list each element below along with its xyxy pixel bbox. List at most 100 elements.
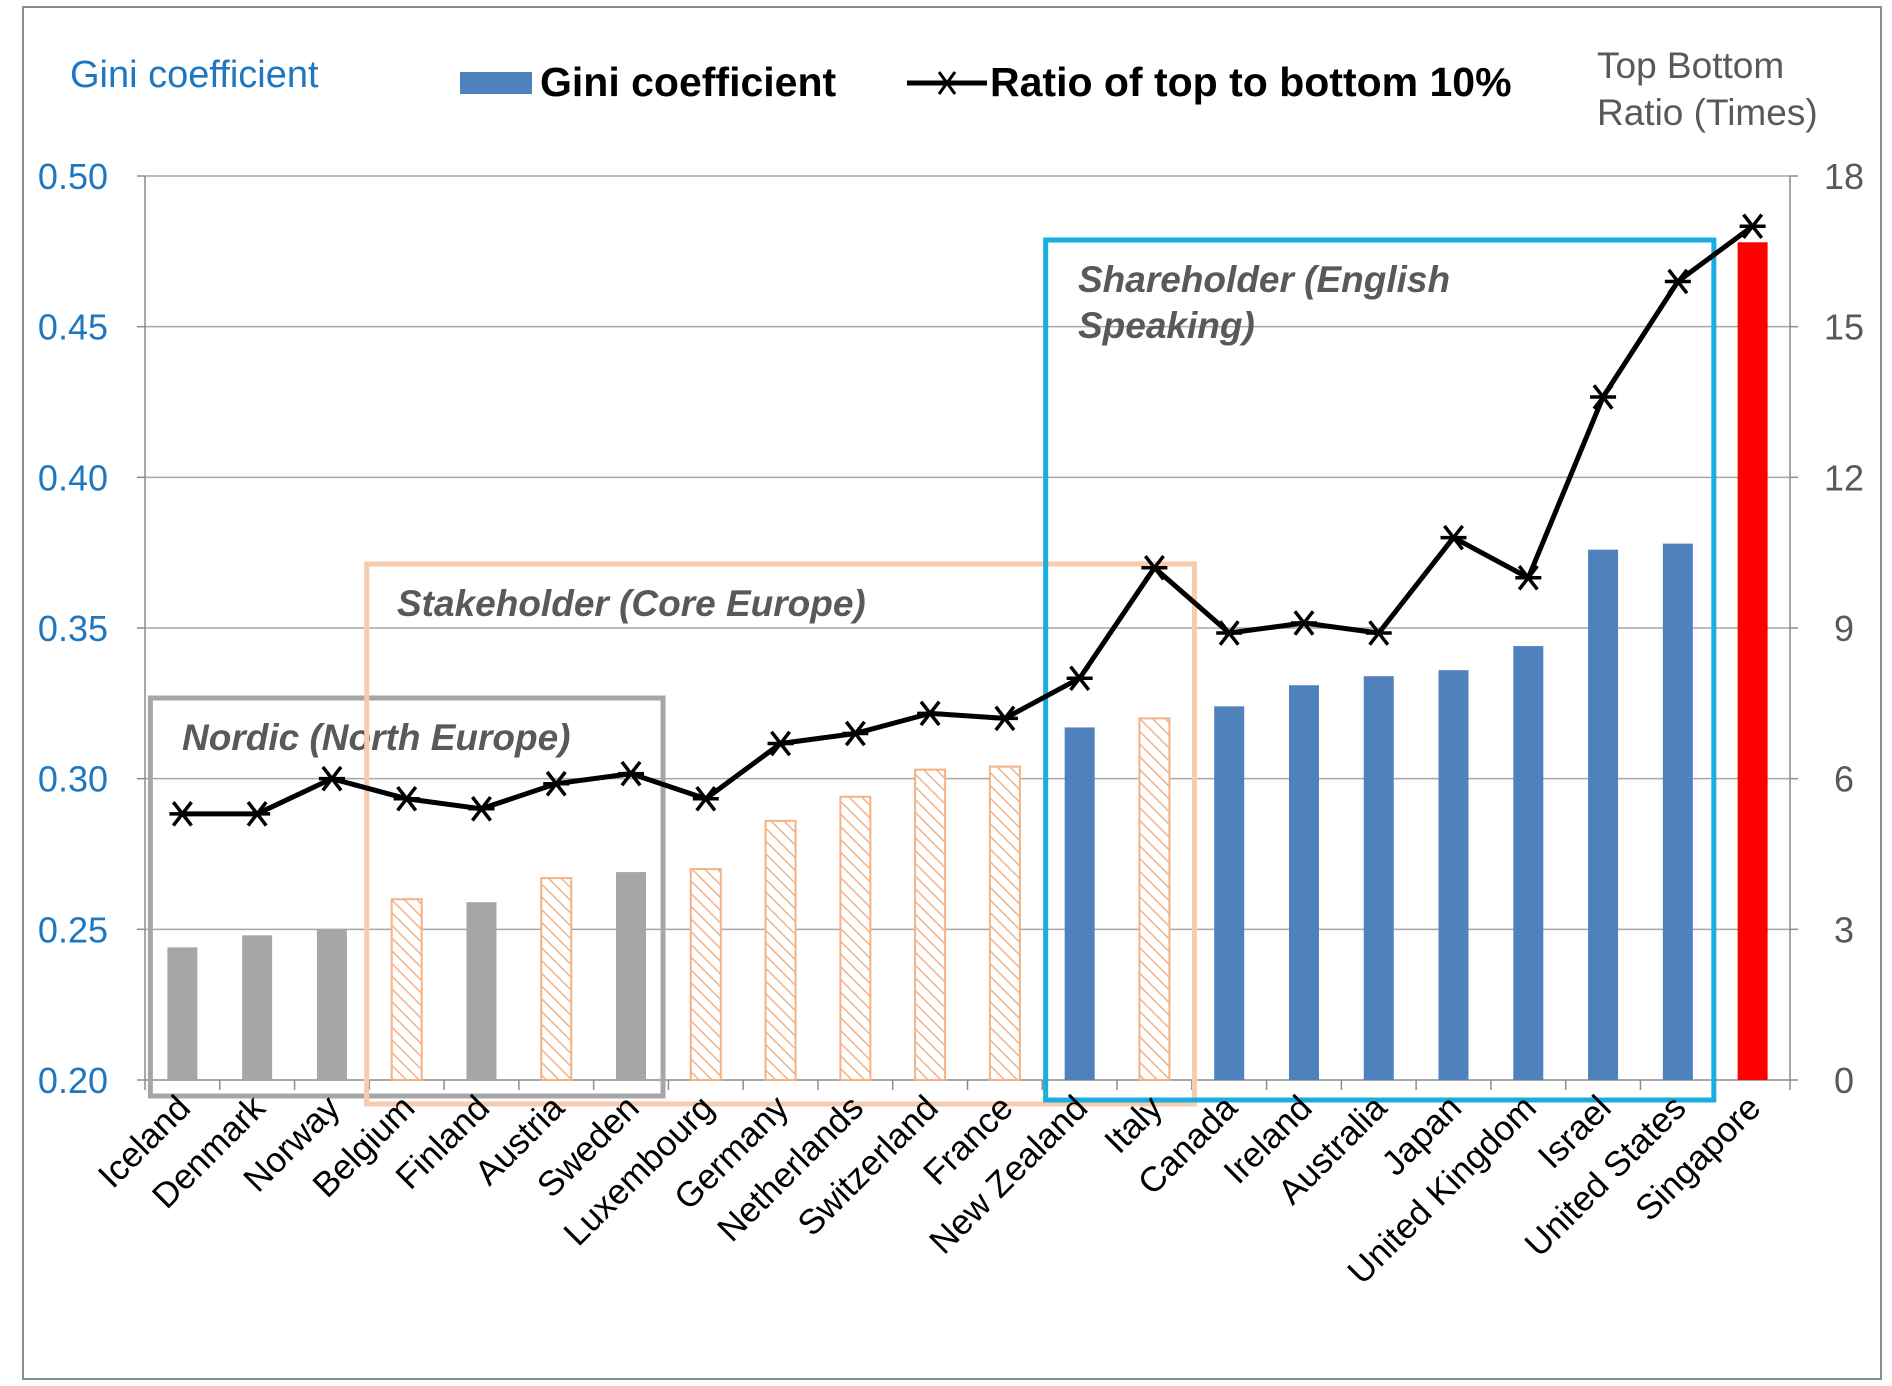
legend-label-gini: Gini coefficient bbox=[540, 59, 836, 105]
right-tick-label: 18 bbox=[1824, 156, 1864, 197]
marker-stroke bbox=[1293, 610, 1315, 636]
marker-stroke bbox=[844, 720, 866, 747]
bar-iceland bbox=[167, 947, 198, 1080]
ratio-line bbox=[169, 213, 1766, 827]
ratio-point-new-zealand bbox=[1066, 665, 1093, 691]
marker-stroke bbox=[1218, 620, 1240, 646]
left-tick-label: 0.35 bbox=[38, 608, 108, 649]
ratio-point-united-kingdom bbox=[1515, 565, 1542, 591]
ratio-line-path bbox=[182, 224, 1755, 817]
right-tick-label: 15 bbox=[1824, 307, 1864, 348]
ratio-point-italy bbox=[1141, 554, 1168, 581]
bar-netherlands bbox=[839, 795, 872, 1081]
bar-australia bbox=[1363, 676, 1394, 1080]
nordic-group-box bbox=[147, 695, 666, 1099]
marker-stroke bbox=[1517, 565, 1539, 591]
marker-stroke bbox=[770, 730, 792, 757]
left-tick-label: 0.50 bbox=[38, 156, 108, 197]
chart-frame bbox=[22, 6, 1882, 1380]
ratio-point-united-states bbox=[1664, 268, 1691, 295]
gini-bars bbox=[167, 242, 1768, 1082]
ratio-point-canada bbox=[1216, 620, 1243, 646]
marker-stroke bbox=[919, 700, 941, 727]
right-tick-label: 3 bbox=[1834, 909, 1854, 950]
ratio-point-belgium bbox=[393, 785, 420, 812]
ratio-point-japan bbox=[1440, 524, 1467, 551]
marker-stroke bbox=[937, 71, 957, 95]
left-tick-label: 0.45 bbox=[38, 307, 108, 348]
stakeholder-group-label: Stakeholder (Core Europe) bbox=[397, 583, 866, 624]
bar-finland bbox=[466, 902, 497, 1080]
right-tick-label: 0 bbox=[1834, 1060, 1854, 1101]
bar-ireland bbox=[1288, 685, 1319, 1080]
marker-stroke bbox=[321, 765, 343, 792]
shareholder-group-box bbox=[1043, 237, 1717, 1103]
axes bbox=[137, 175, 1798, 1090]
bar-luxembourg bbox=[689, 868, 722, 1081]
ratio-point-germany bbox=[767, 730, 794, 757]
bar-germany bbox=[764, 819, 797, 1081]
marker-stroke bbox=[1368, 620, 1390, 646]
bar-switzerland bbox=[914, 768, 947, 1081]
marker-stroke bbox=[1069, 665, 1091, 691]
stakeholder-group-box bbox=[364, 561, 1197, 1107]
bar-canada bbox=[1214, 706, 1245, 1080]
axis-titles: Gini coefficient Top Bottom Ratio (Times) bbox=[70, 45, 1818, 133]
bar-norway bbox=[316, 929, 347, 1080]
ratio-point-denmark bbox=[244, 801, 271, 827]
bar-austria bbox=[540, 877, 573, 1082]
legend-label-ratio: Ratio of top to bottom 10% bbox=[990, 59, 1512, 105]
legend-swatch-ratio bbox=[907, 71, 987, 95]
left-axis-title: Gini coefficient bbox=[70, 54, 319, 96]
ratio-point-austria bbox=[543, 770, 570, 797]
left-tick-label: 0.40 bbox=[38, 457, 108, 498]
bar-united-kingdom bbox=[1513, 646, 1544, 1080]
bar-italy bbox=[1138, 717, 1171, 1082]
ratio-point-switzerland bbox=[917, 700, 944, 727]
marker-stroke bbox=[396, 785, 418, 812]
ratio-point-sweden bbox=[618, 760, 645, 787]
ratio-point-australia bbox=[1365, 620, 1392, 646]
ratio-point-israel bbox=[1590, 384, 1617, 410]
marker-stroke bbox=[1742, 213, 1764, 239]
ratio-point-netherlands bbox=[842, 720, 869, 747]
shareholder-group-label: Shareholder (English bbox=[1078, 259, 1450, 300]
ratio-point-ireland bbox=[1290, 610, 1317, 636]
legend-swatch-gini bbox=[460, 72, 532, 94]
right-axis-title: Ratio (Times) bbox=[1597, 92, 1818, 133]
marker-stroke bbox=[246, 801, 268, 827]
shareholder-group-label: Speaking) bbox=[1078, 305, 1255, 346]
marker-stroke bbox=[695, 785, 717, 812]
nordic-group-label: Nordic (North Europe) bbox=[182, 717, 570, 758]
right-tick-label: 6 bbox=[1834, 759, 1854, 800]
group-boxes: Nordic (North Europe) Stakeholder (Core E… bbox=[147, 237, 1717, 1107]
ratio-point-finland bbox=[468, 796, 495, 822]
marker-stroke bbox=[1667, 268, 1689, 295]
ratio-point-luxembourg bbox=[692, 785, 719, 812]
bar-new-zealand bbox=[1064, 727, 1095, 1080]
marker-stroke bbox=[545, 770, 567, 797]
bar-japan bbox=[1438, 670, 1469, 1080]
bar-denmark bbox=[242, 935, 273, 1080]
left-tick-label: 0.30 bbox=[38, 759, 108, 800]
bar-united-states bbox=[1662, 543, 1693, 1080]
bar-france bbox=[988, 765, 1021, 1081]
bar-singapore bbox=[1737, 242, 1768, 1080]
right-tick-label: 12 bbox=[1824, 457, 1864, 498]
right-axis-title: Top Bottom bbox=[1597, 45, 1784, 86]
bar-israel bbox=[1588, 549, 1619, 1080]
bar-sweden bbox=[616, 872, 647, 1080]
ratio-point-norway bbox=[318, 765, 345, 792]
left-tick-label: 0.20 bbox=[38, 1060, 108, 1101]
legend: Gini coefficient Ratio of top to bottom 1… bbox=[460, 59, 1512, 105]
ratio-point-iceland bbox=[169, 801, 196, 827]
left-tick-label: 0.25 bbox=[38, 909, 108, 950]
ratio-point-france bbox=[991, 705, 1018, 732]
marker-stroke bbox=[1143, 554, 1165, 581]
marker-stroke bbox=[1443, 524, 1465, 551]
marker-stroke bbox=[620, 760, 642, 787]
bar-belgium bbox=[390, 898, 423, 1082]
marker-stroke bbox=[171, 801, 193, 827]
marker-stroke bbox=[994, 705, 1016, 732]
